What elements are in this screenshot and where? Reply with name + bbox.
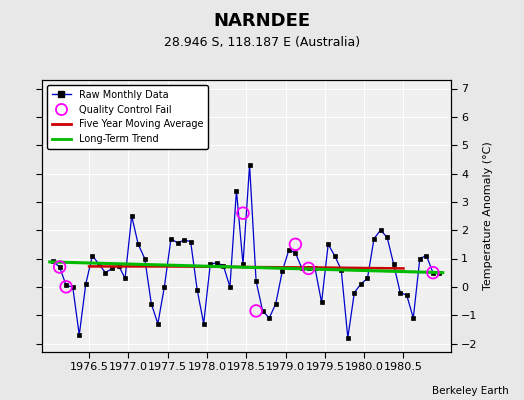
Point [62,284,70,290]
Text: NARNDEE: NARNDEE [213,12,311,30]
Text: 28.946 S, 118.187 E (Australia): 28.946 S, 118.187 E (Australia) [164,36,360,49]
Point [239,210,247,216]
Legend: Raw Monthly Data, Quality Control Fail, Five Year Moving Average, Long-Term Tren: Raw Monthly Data, Quality Control Fail, … [47,85,208,149]
Text: Berkeley Earth: Berkeley Earth [432,386,508,396]
Point [252,308,260,314]
Point [429,270,437,276]
Point [304,265,313,272]
Y-axis label: Temperature Anomaly (°C): Temperature Anomaly (°C) [483,142,493,290]
Point [56,264,64,270]
Point [291,241,300,248]
